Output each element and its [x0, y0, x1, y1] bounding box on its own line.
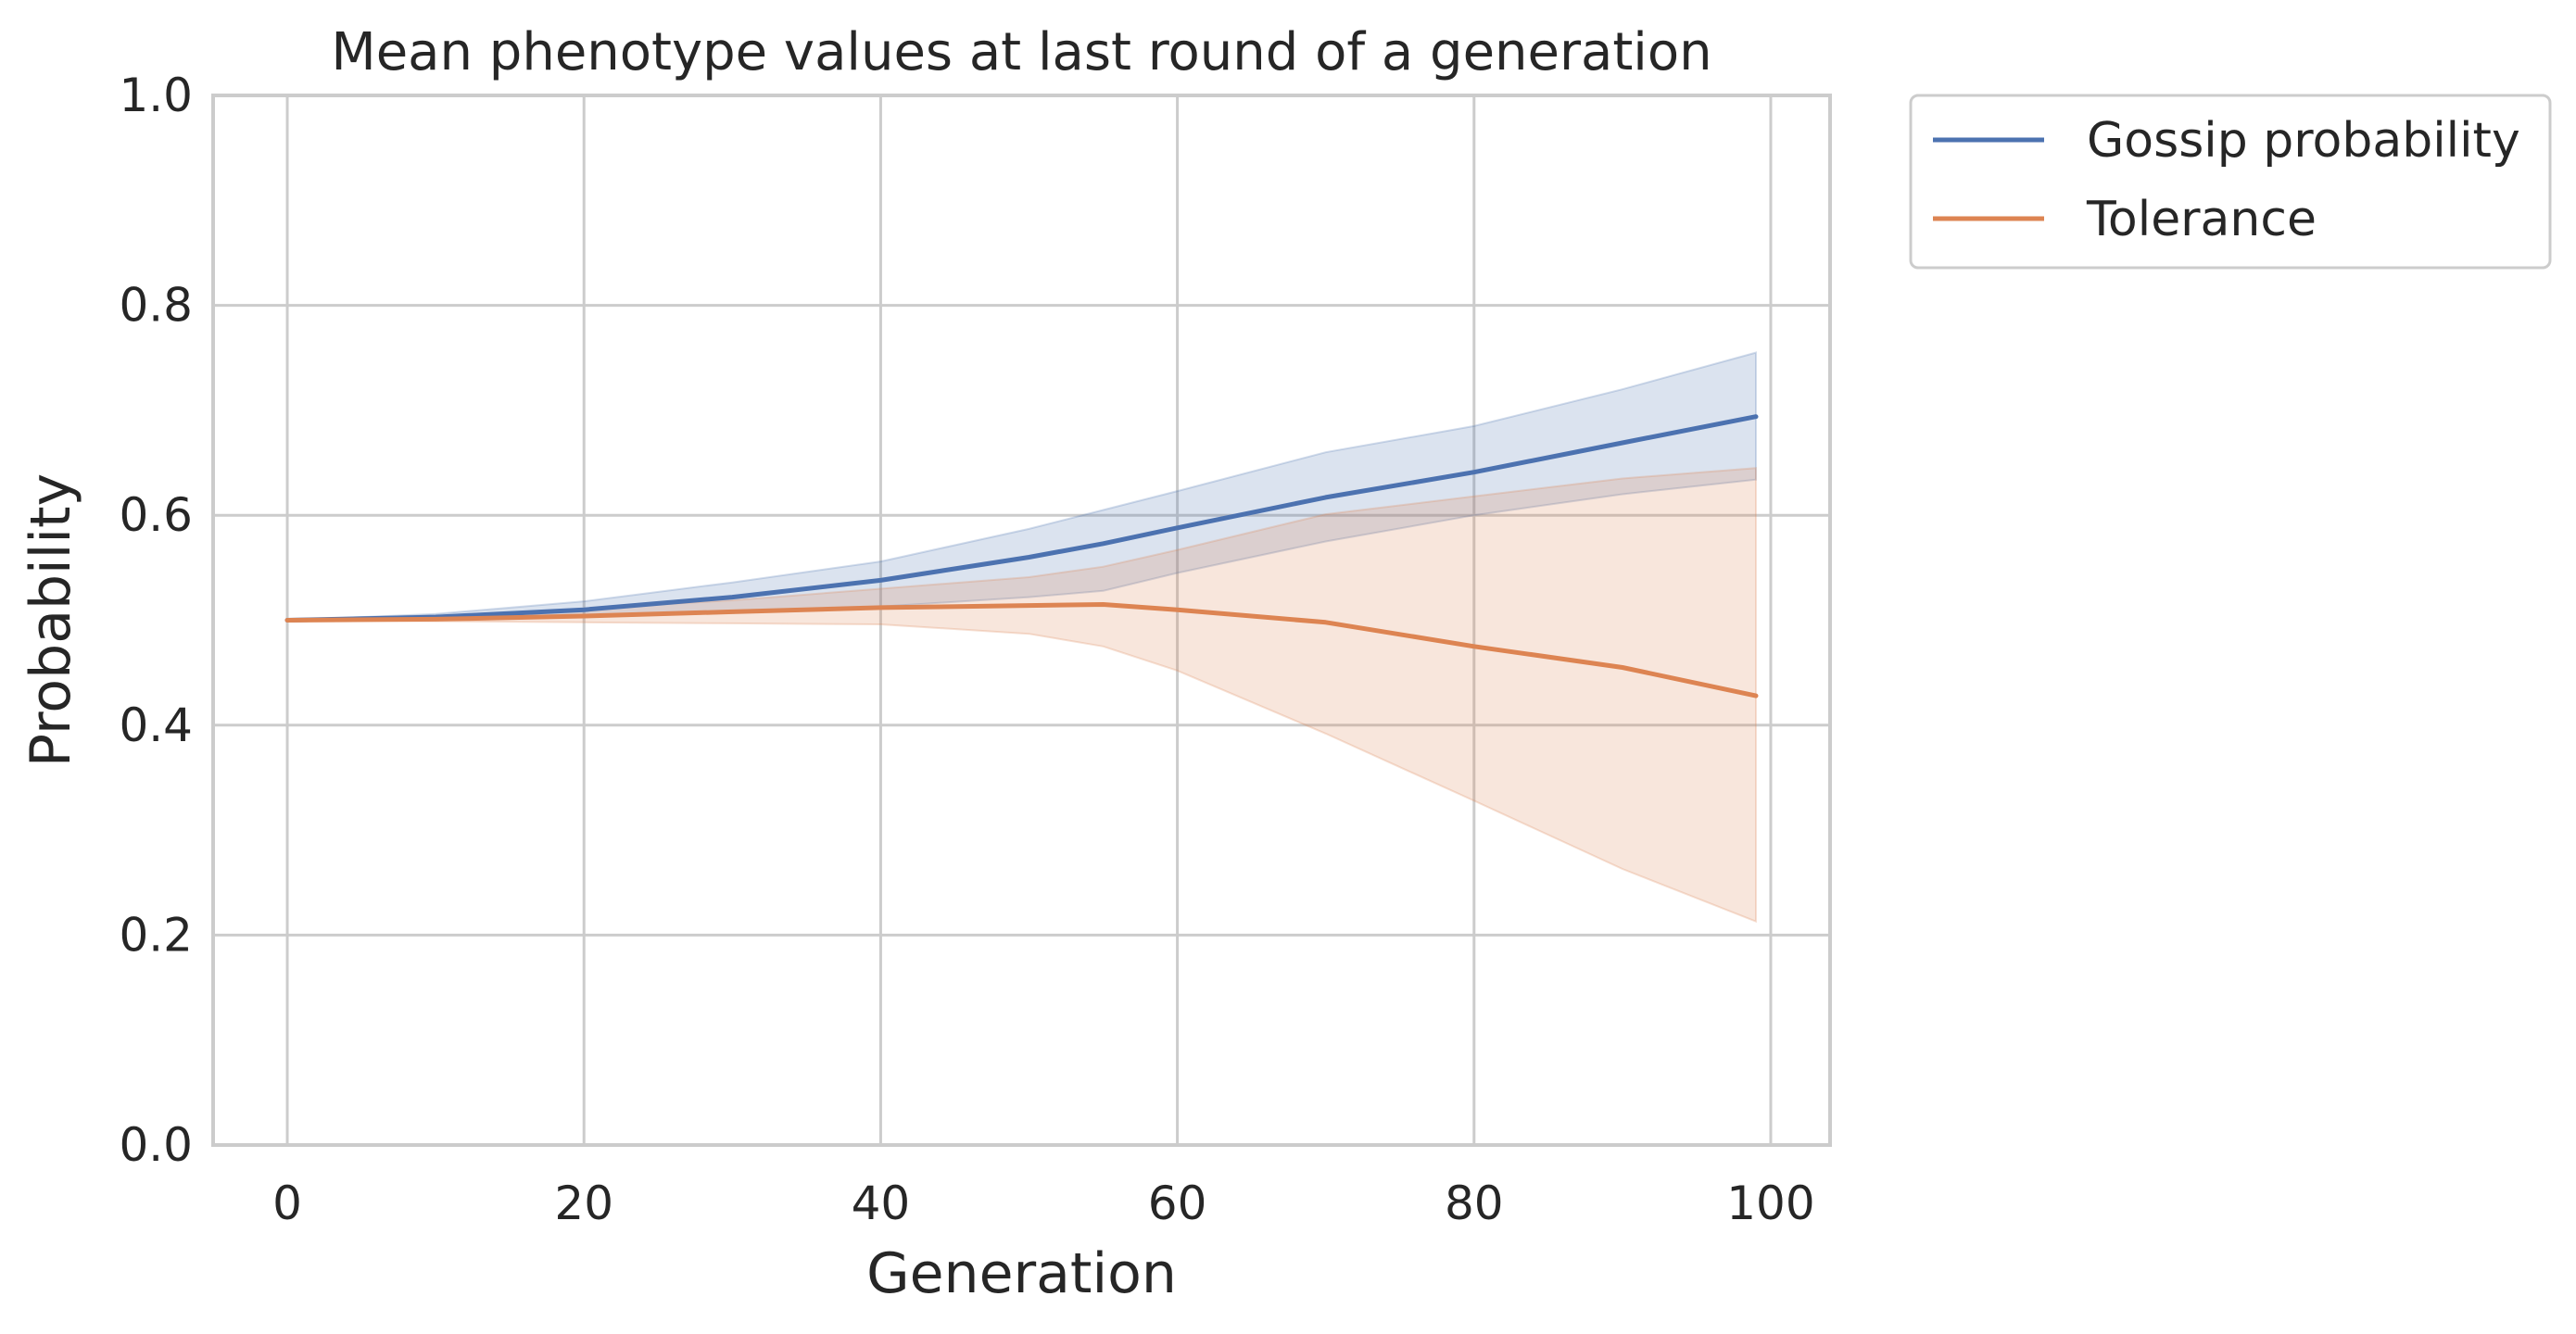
x-tick-label: 40 — [852, 1177, 911, 1230]
chart-title: Mean phenotype values at last round of a… — [331, 22, 1711, 82]
legend: Gossip probability Tolerance — [1909, 94, 2552, 270]
series-line-1 — [284, 414, 1759, 623]
y-tick-label: 0.0 — [119, 1118, 193, 1172]
y-tick-label: 0.8 — [119, 279, 193, 333]
x-tick-label: 100 — [1726, 1177, 1814, 1230]
confidence-bands — [286, 351, 1757, 924]
legend-box — [1909, 94, 2552, 270]
y-tick-label: 0.2 — [119, 908, 193, 962]
legend-items: Gossip probability Tolerance — [1933, 113, 2520, 247]
x-tick-label: 0 — [272, 1177, 302, 1230]
x-tick-label: 20 — [554, 1177, 613, 1230]
y-tick-label: 0.6 — [119, 488, 193, 542]
legend-label-2: Tolerance — [2086, 192, 2317, 247]
y-tick-label: 1.0 — [119, 69, 193, 122]
y-axis-label: Probability — [19, 473, 83, 767]
x-axis-label: Generation — [866, 1241, 1177, 1306]
x-tick-label: 80 — [1445, 1177, 1504, 1230]
plot-frame — [211, 94, 1832, 1147]
series-line-2 — [284, 602, 1759, 698]
x-tick-label: 60 — [1148, 1177, 1207, 1230]
tick-labels: 0 20 40 60 80 100 0.0 0.2 0.4 0.6 0.8 1.0 — [119, 69, 1814, 1230]
series-lines — [284, 414, 1759, 698]
y-tick-label: 0.4 — [119, 698, 193, 752]
legend-label-1: Gossip probability — [2087, 113, 2520, 169]
